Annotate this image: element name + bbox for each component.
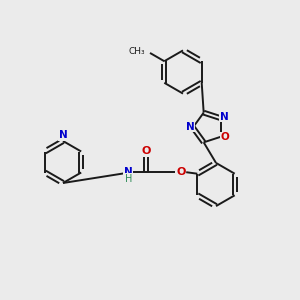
Text: N: N bbox=[124, 167, 133, 177]
Text: N: N bbox=[220, 112, 229, 122]
Text: N: N bbox=[58, 130, 68, 140]
Text: O: O bbox=[220, 132, 229, 142]
Text: CH₃: CH₃ bbox=[129, 47, 146, 56]
Text: N: N bbox=[185, 122, 194, 132]
Text: O: O bbox=[176, 167, 185, 177]
Text: H: H bbox=[124, 174, 132, 184]
Text: O: O bbox=[141, 146, 150, 156]
